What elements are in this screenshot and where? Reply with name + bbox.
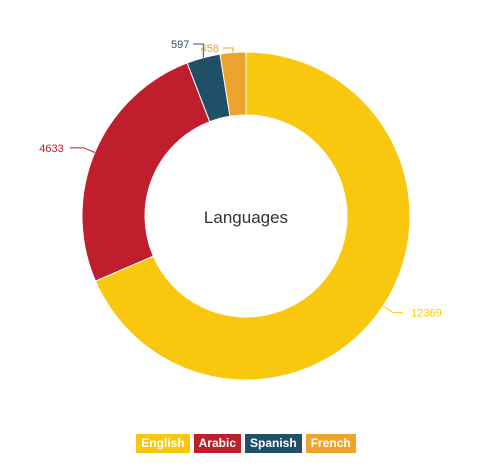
legend-item-french[interactable]: French [306, 434, 356, 453]
center-label: Languages [204, 208, 288, 227]
data-label-english: 12369 [411, 308, 442, 320]
leader-line-english [383, 306, 403, 313]
data-label-spanish: 597 [171, 39, 189, 51]
data-label-french: 458 [201, 43, 219, 55]
chart-legend: English Arabic Spanish French [0, 434, 492, 453]
legend-item-arabic[interactable]: Arabic [194, 434, 241, 453]
leader-line-french [223, 48, 233, 53]
slice-arabic[interactable] [82, 63, 210, 281]
legend-item-english[interactable]: English [136, 434, 189, 453]
data-label-arabic: 4633 [39, 143, 63, 155]
leader-line-arabic [70, 148, 95, 153]
legend-item-spanish[interactable]: Spanish [245, 434, 302, 453]
